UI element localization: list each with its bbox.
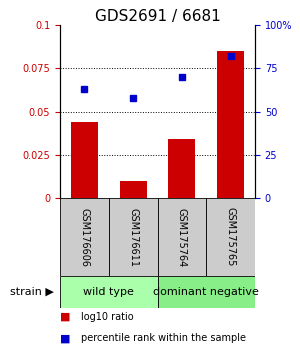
- Text: percentile rank within the sample: percentile rank within the sample: [81, 333, 246, 343]
- Text: log10 ratio: log10 ratio: [81, 312, 134, 321]
- Text: GSM175765: GSM175765: [226, 207, 236, 267]
- Bar: [71, 122, 98, 198]
- Bar: [158, 198, 206, 276]
- Bar: [217, 51, 244, 198]
- Text: ■: ■: [60, 333, 70, 343]
- Bar: [169, 139, 195, 198]
- Bar: [206, 198, 255, 276]
- Bar: [158, 276, 255, 308]
- Text: ■: ■: [60, 312, 70, 321]
- Text: strain ▶: strain ▶: [10, 287, 54, 297]
- Text: wild type: wild type: [83, 287, 134, 297]
- Text: GSM176606: GSM176606: [80, 208, 89, 267]
- Bar: [120, 181, 146, 198]
- Bar: [109, 198, 158, 276]
- Text: GSM176611: GSM176611: [128, 208, 138, 267]
- Bar: [60, 276, 158, 308]
- Title: GDS2691 / 6681: GDS2691 / 6681: [94, 8, 220, 24]
- Text: dominant negative: dominant negative: [153, 287, 259, 297]
- Text: GSM175764: GSM175764: [177, 207, 187, 267]
- Bar: [60, 198, 109, 276]
